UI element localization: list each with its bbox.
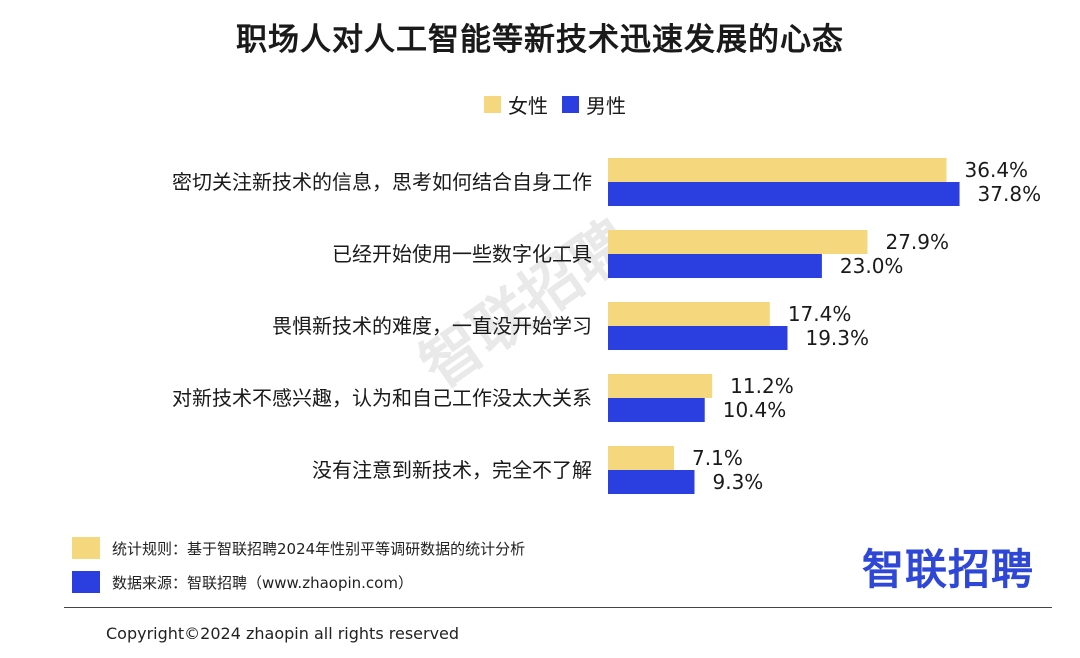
legend-swatch-female (484, 96, 501, 113)
value-label-female: 11.2% (730, 374, 794, 398)
legend-item-male: 男性 (562, 90, 626, 119)
value-label-male: 37.8% (978, 182, 1042, 206)
value-label-female: 7.1% (692, 446, 743, 470)
value-label-female: 17.4% (788, 302, 852, 326)
bar-female (608, 158, 947, 182)
bar-male (608, 326, 788, 350)
category-label: 没有注意到新技术，完全不了解 (312, 458, 592, 482)
bar-female (608, 302, 770, 326)
bar-female (608, 230, 868, 254)
category-label: 对新技术不感兴趣，认为和自己工作没太大关系 (172, 386, 592, 410)
bar-male (608, 470, 695, 494)
note-source-text: 数据来源：智联招聘（www.zhaopin.com） (112, 573, 413, 592)
legend-label-male: 男性 (586, 94, 626, 118)
note-rule: 统计规则：基于智联招聘2024年性别平等调研数据的统计分析 (72, 537, 525, 559)
note-rule-text: 统计规则：基于智联招聘2024年性别平等调研数据的统计分析 (112, 539, 526, 558)
category-label: 已经开始使用一些数字化工具 (332, 242, 592, 266)
bar-female (608, 374, 713, 398)
value-label-female: 27.9% (885, 230, 949, 254)
copyright-text: Copyright©2024 zhaopin all rights reserv… (106, 624, 460, 643)
bars-layer: 密切关注新技术的信息，思考如何结合自身工作 36.4%37.8% 已经开始使用一些数… (172, 158, 1041, 494)
legend-swatch-male (562, 96, 579, 113)
bar-female (608, 446, 675, 470)
legend: 女性 男性 (484, 90, 640, 119)
value-label-male: 9.3% (712, 470, 763, 494)
value-label-male: 19.3% (805, 326, 869, 350)
value-label-female: 36.4% (965, 158, 1029, 182)
legend-item-female: 女性 (484, 90, 548, 119)
legend-label-female: 女性 (508, 94, 548, 118)
value-label-male: 23.0% (840, 254, 904, 278)
brand-logo: 智联招聘 (862, 545, 1035, 594)
value-label-male: 10.4% (723, 398, 787, 422)
category-label: 密切关注新技术的信息，思考如何结合自身工作 (172, 170, 592, 194)
note-source: 数据来源：智联招聘（www.zhaopin.com） (72, 571, 413, 593)
bar-male (608, 398, 705, 422)
bar-male (608, 254, 822, 278)
category-label: 畏惧新技术的难度，一直没开始学习 (272, 314, 592, 338)
bar-male (608, 182, 960, 206)
note-swatch-female (72, 537, 100, 559)
bar-chart: 智联招聘 密切关注新技术的信息，思考如何结合自身工作 36.4%37.8%已经开始… (172, 158, 1041, 494)
divider (64, 607, 1052, 608)
chart-title: 职场人对人工智能等新技术迅速发展的心态 (236, 22, 844, 58)
note-swatch-male (72, 571, 100, 593)
